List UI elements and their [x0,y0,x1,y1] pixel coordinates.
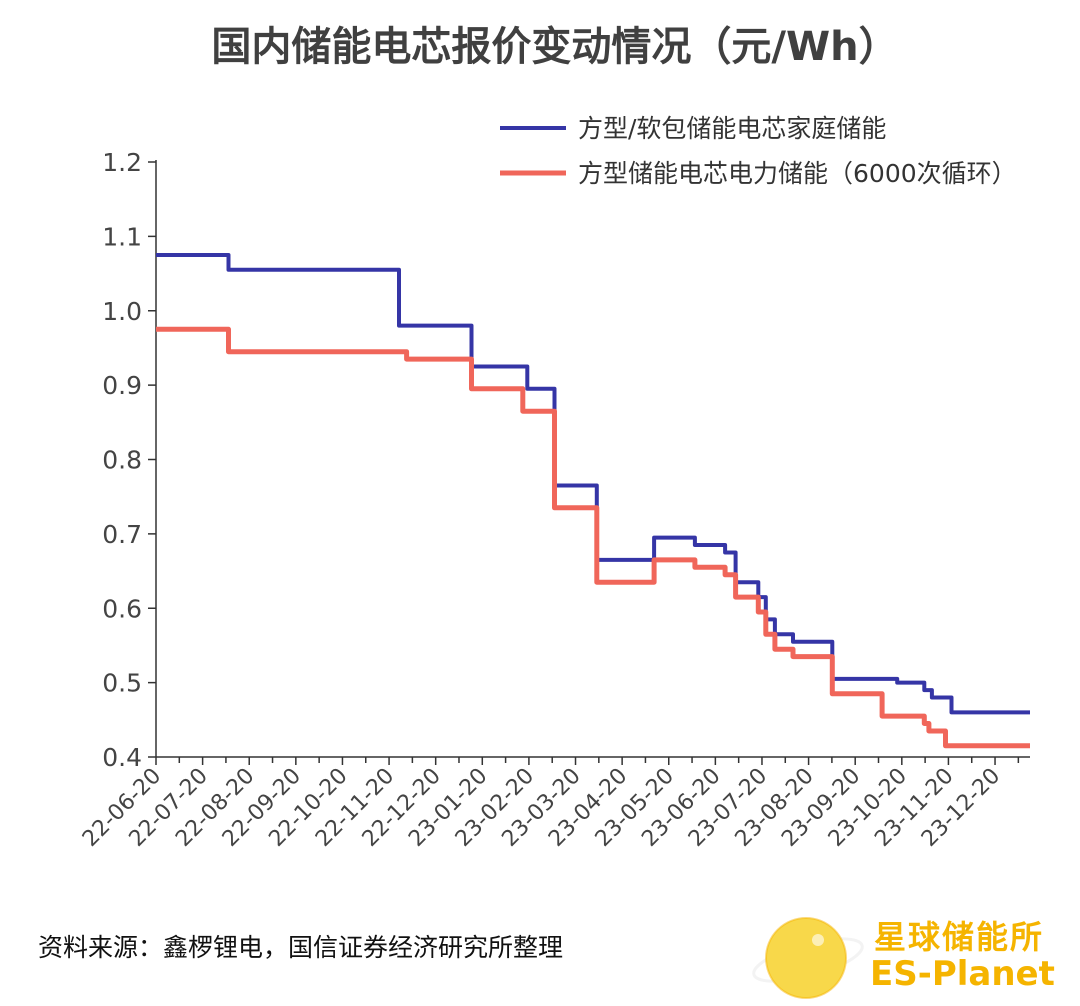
y-tick-label: 0.5 [102,669,142,698]
y-tick-label: 0.9 [102,371,142,400]
planet-logo-icon [752,917,864,999]
watermark: 星球储能所 ES-Planet [750,912,1070,1002]
series-line-2 [156,326,1030,749]
source-note: 资料来源：鑫椤锂电，国信证券经济研究所整理 [38,933,564,962]
y-tick-label: 1.0 [102,297,142,326]
y-tick-label: 0.4 [102,743,142,772]
y-tick-label: 1.2 [102,148,142,177]
y-tick-label: 0.7 [102,520,142,549]
y-tick-label: 0.8 [102,446,142,475]
legend-label-2: 方型储能电芯电力储能（6000次循环） [578,159,1017,188]
watermark-cn-text: 星球储能所 [874,918,1045,956]
series-line-1 [156,253,1030,715]
line-chart: 0.40.50.60.70.80.91.01.11.222-06-2022-07… [78,114,1030,852]
y-tick-label: 1.1 [102,222,142,251]
legend-label-1: 方型/软包储能电芯家庭储能 [578,114,886,143]
series-layer [156,253,1030,749]
chart-title: 国内储能电芯报价变动情况（元/Wh） [211,24,899,70]
y-tick-label: 0.6 [102,594,142,623]
watermark-en-text: ES-Planet [870,954,1055,994]
